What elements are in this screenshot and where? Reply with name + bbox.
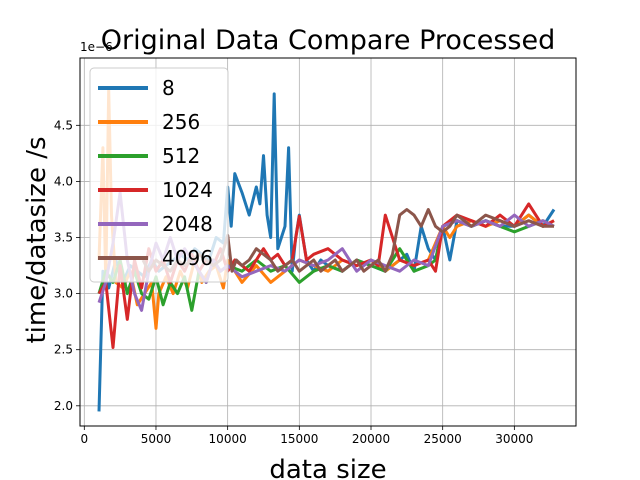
x-tick-label: 20000 (352, 432, 390, 446)
y-offset-label: 1e−6 (80, 40, 113, 54)
y-tick-label: 3.5 (54, 231, 73, 245)
y-axis-label: time/datasize /s (22, 136, 52, 343)
legend-label-1024: 1024 (162, 178, 213, 202)
legend-label-8: 8 (162, 76, 175, 100)
x-tick-label: 15000 (280, 432, 318, 446)
x-tick-label: 5000 (141, 432, 172, 446)
legend-label-2048: 2048 (162, 212, 213, 236)
y-tick-label: 4.5 (54, 118, 73, 132)
x-tick-label: 25000 (424, 432, 462, 446)
x-tick-label: 0 (80, 432, 88, 446)
chart-title: Original Data Compare Processed (101, 25, 556, 56)
x-tick-label: 30000 (495, 432, 533, 446)
axis-ticks: 0 5000 10000 15000 20000 25000 30000 2.0 2.5 3.0 3… (54, 118, 534, 446)
legend-label-256: 256 (162, 110, 200, 134)
y-tick-label: 2.5 (54, 343, 73, 357)
y-tick-label: 4.0 (54, 174, 73, 188)
y-tick-label: 2.0 (54, 399, 73, 413)
legend: 8 256 512 1024 2048 4096 (89, 67, 229, 283)
y-tick-label: 3.0 (54, 287, 73, 301)
x-tick-label: 10000 (209, 432, 247, 446)
legend-label-4096: 4096 (162, 246, 213, 270)
legend-label-512: 512 (162, 144, 200, 168)
plot-area-frame (79, 57, 577, 427)
x-axis-label: data size (269, 455, 386, 480)
